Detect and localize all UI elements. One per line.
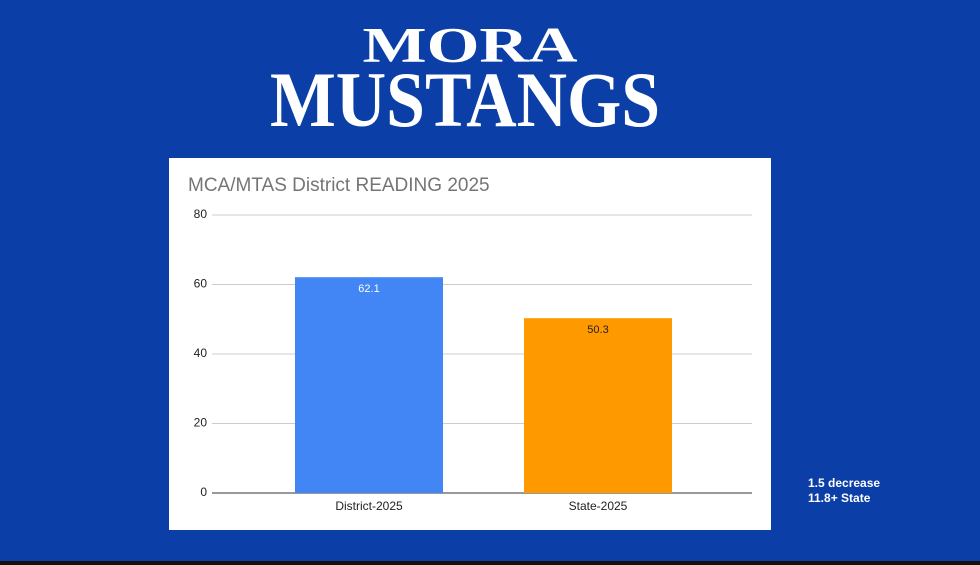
bottom-strip bbox=[0, 561, 980, 565]
y-tick-label: 40 bbox=[194, 346, 208, 360]
chart-panel bbox=[169, 158, 771, 530]
note: 11.8+ State bbox=[808, 491, 871, 505]
y-tick-label: 60 bbox=[194, 277, 208, 291]
x-tick-label: State-2025 bbox=[569, 499, 628, 513]
note: 1.5 decrease bbox=[808, 476, 880, 490]
bar bbox=[524, 318, 672, 493]
chart-title: MCA/MTAS District READING 2025 bbox=[188, 175, 490, 196]
data-label: 50.3 bbox=[587, 324, 608, 336]
x-tick-label: District-2025 bbox=[335, 499, 403, 513]
y-tick-label: 20 bbox=[194, 416, 208, 430]
data-label: 62.1 bbox=[358, 283, 379, 295]
y-tick-label: 0 bbox=[200, 485, 207, 499]
logo-line1: MORA bbox=[363, 16, 578, 72]
y-tick-label: 80 bbox=[194, 207, 208, 221]
logo-line2: MUSTANGS bbox=[270, 56, 660, 143]
bar bbox=[295, 277, 443, 493]
